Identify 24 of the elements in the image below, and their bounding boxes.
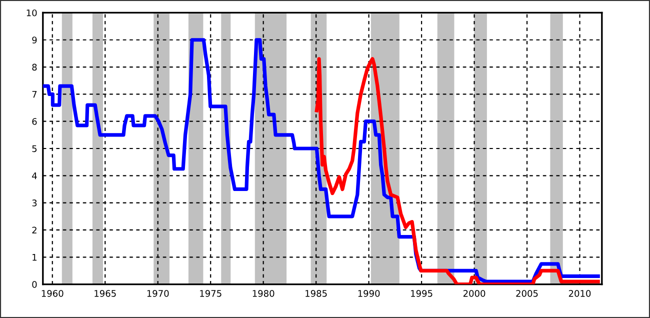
x-tick-label: 1980 (252, 290, 274, 297)
y-tick-label: 3 (32, 200, 37, 206)
y-tick-label: 0 (32, 281, 37, 288)
y-tick-label: 10 (26, 9, 37, 16)
y-tick-label: 9 (32, 36, 37, 44)
x-tick-label: 1970 (147, 290, 169, 297)
x-tick-label: 1985 (306, 290, 327, 297)
y-tick-label: 6 (32, 118, 37, 125)
x-tick-label: 1975 (200, 290, 222, 297)
y-tick-label: 1 (32, 254, 37, 261)
line-series (314, 57, 600, 284)
x-tick-label: 2000 (463, 290, 486, 297)
y-tick-label: 5 (32, 145, 37, 152)
x-tick-label: 1965 (94, 290, 116, 297)
y-tick-label: 7 (32, 91, 37, 98)
x-tick-label: 2010 (568, 290, 591, 297)
x-tick-label: 1960 (42, 290, 64, 297)
y-tick-label: 2 (32, 226, 36, 234)
y-tick-label: 4 (32, 172, 37, 180)
x-tick-label: 1990 (358, 290, 380, 297)
x-tick-label: 2005 (516, 290, 538, 297)
line-series (42, 38, 600, 284)
x-tick-label: 1995 (411, 290, 432, 297)
y-tick-label: 8 (32, 64, 37, 71)
